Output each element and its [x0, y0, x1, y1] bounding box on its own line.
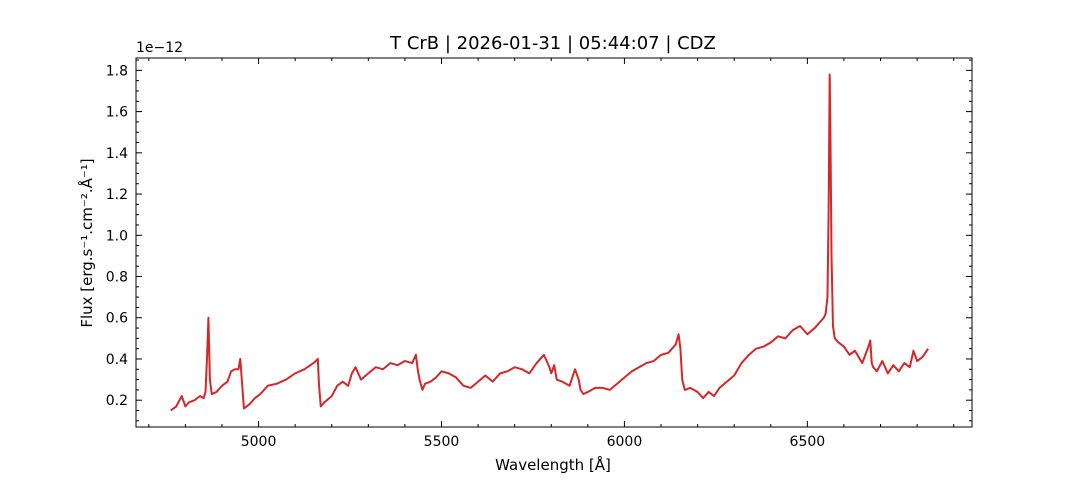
- y-tick-label: 0.2: [106, 393, 128, 409]
- plot-frame: [135, 57, 973, 428]
- y-tick-label: 0.4: [106, 352, 128, 368]
- y-tick-label: 1.0: [106, 228, 128, 244]
- x-tick-label: 5500: [424, 434, 460, 450]
- x-tick-label: 6500: [790, 434, 826, 450]
- y-tick-label: 0.6: [106, 311, 128, 327]
- x-tick-label: 6000: [607, 434, 643, 450]
- chart-title: T CrB | 2026-01-31 | 05:44:07 | CDZ: [389, 33, 716, 54]
- y-tick-label: 1.2: [106, 187, 128, 203]
- y-tick-label: 1.6: [106, 105, 128, 121]
- y-offset-text: 1e−12: [136, 40, 183, 56]
- y-axis-label: Flux [erg.s⁻¹.cm⁻².Å⁻¹]: [77, 158, 96, 327]
- x-axis-label: Wavelength [Å]: [495, 455, 611, 474]
- y-tick-label: 0.8: [106, 270, 128, 286]
- series-group: [170, 73, 929, 412]
- axis-tick-labels: 5000 5500 6000 6500 0.2 0.4 0.6 0.8 1.0 1.2 1.4 1.6…: [106, 63, 825, 450]
- spectrum-line: [170, 73, 929, 412]
- y-tick-label: 1.8: [106, 63, 128, 79]
- axis-ticks: [136, 58, 972, 427]
- y-tick-label: 1.4: [106, 146, 128, 162]
- x-tick-label: 5000: [241, 434, 277, 450]
